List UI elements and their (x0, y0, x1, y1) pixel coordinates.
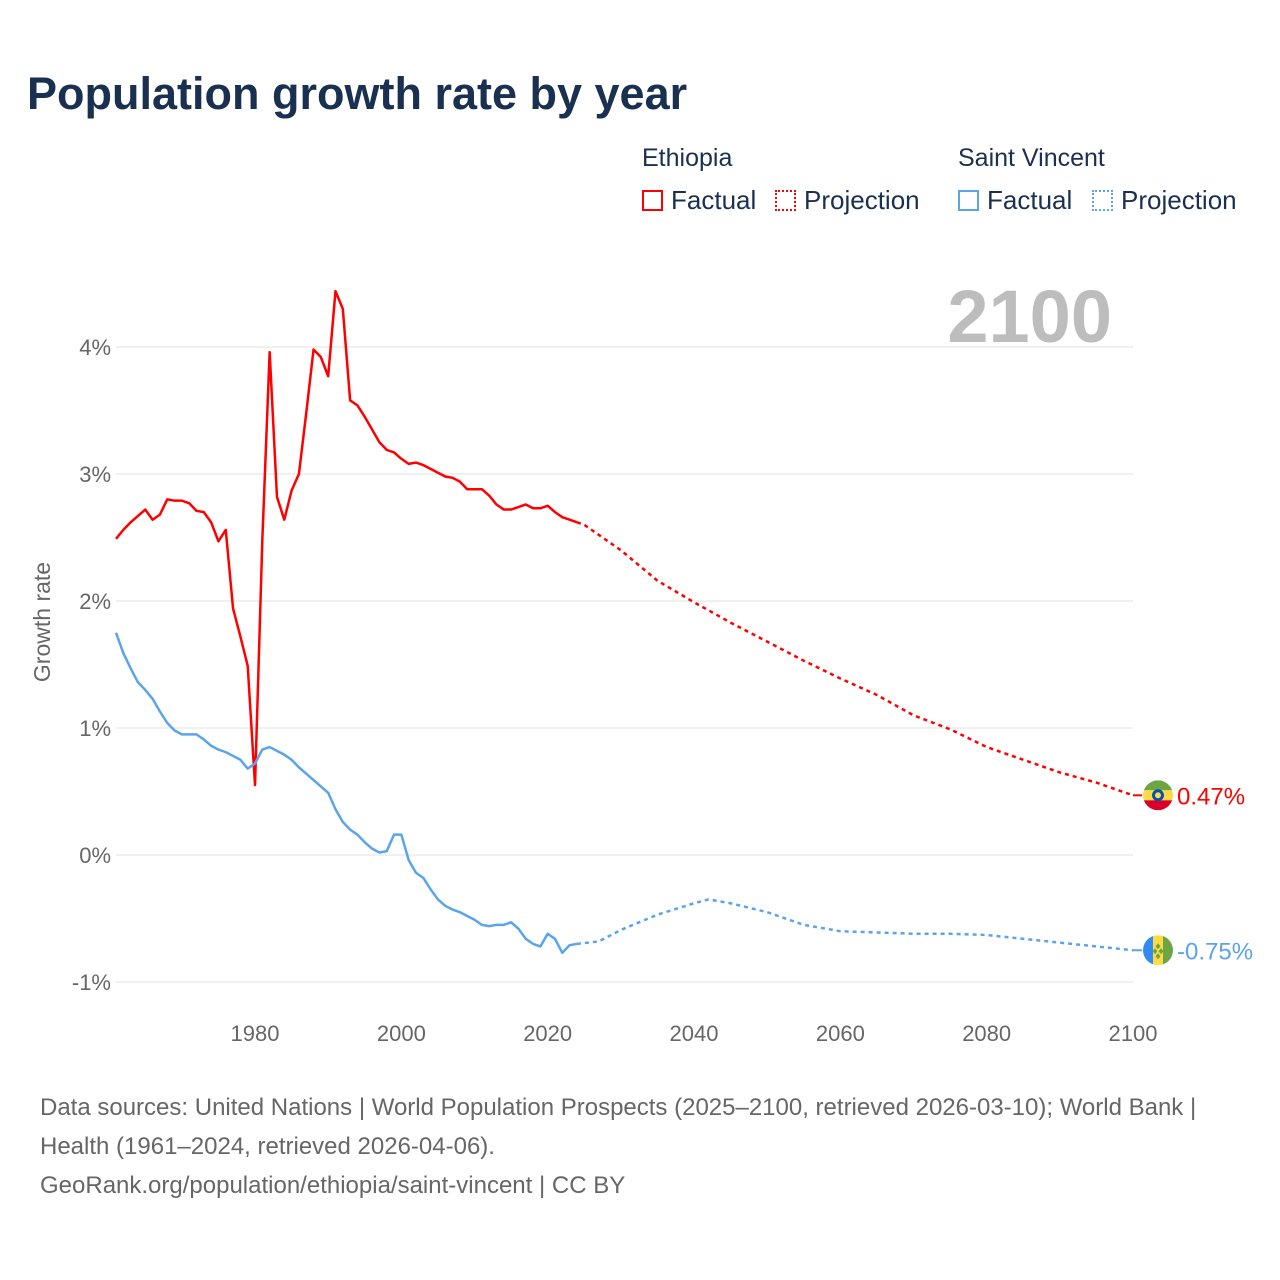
legend-ethiopia-factual[interactable]: Factual (642, 185, 756, 216)
y-tick-label: 0% (79, 843, 111, 868)
series-line-factual-saint-vincent (114, 632, 578, 955)
legend-label: Factual (987, 185, 1073, 215)
legend-ethiopia-projection[interactable]: Projection (775, 185, 920, 216)
end-value-label: 0.47% (1177, 783, 1245, 810)
legend-label: Projection (804, 185, 920, 215)
chart-title: Population growth rate by year (27, 68, 688, 119)
x-tick-label: 2100 (1109, 1021, 1158, 1046)
x-tick-label: 2000 (377, 1021, 426, 1046)
legend-ethiopia-heading: Ethiopia (642, 144, 733, 172)
y-tick-label: -1% (72, 970, 111, 995)
series-line-projection-ethiopia (576, 521, 1134, 797)
legend-label: Projection (1121, 185, 1237, 215)
x-tick-label: 2060 (816, 1021, 865, 1046)
y-axis-label: Growth rate (29, 562, 55, 682)
footer: Data sources: United Nations | World Pop… (40, 1088, 1240, 1205)
saint-vincent-flag-icon (1143, 935, 1173, 966)
series-line-projection-saint-vincent (576, 898, 1134, 952)
legend-saint-vincent-heading: Saint Vincent (958, 144, 1105, 172)
dotted-swatch-icon (775, 190, 796, 211)
y-tick-label: 4% (79, 335, 111, 360)
solid-swatch-icon (642, 190, 663, 211)
dotted-swatch-icon (1092, 190, 1113, 211)
year-display: 2100 (947, 275, 1112, 358)
ethiopia-flag-icon (1143, 780, 1173, 811)
solid-swatch-icon (958, 190, 979, 211)
series-line-factual-ethiopia (115, 289, 578, 787)
legend-saint-vincent-projection[interactable]: Projection (1092, 185, 1237, 216)
data-sources: Data sources: United Nations | World Pop… (40, 1094, 1197, 1160)
y-tick-label: 2% (79, 589, 111, 614)
x-tick-label: 2020 (523, 1021, 572, 1046)
y-tick-label: 3% (79, 462, 111, 487)
end-value-label: -0.75% (1177, 938, 1253, 965)
legend-saint-vincent-factual[interactable]: Factual (958, 185, 1072, 216)
legend-label: Factual (671, 185, 757, 215)
y-tick-label: 1% (79, 716, 111, 741)
x-tick-label: 2080 (962, 1021, 1011, 1046)
source-link[interactable]: GeoRank.org/population/ethiopia/saint-vi… (40, 1172, 626, 1199)
x-tick-label: 2040 (670, 1021, 719, 1046)
x-tick-label: 1980 (231, 1021, 280, 1046)
